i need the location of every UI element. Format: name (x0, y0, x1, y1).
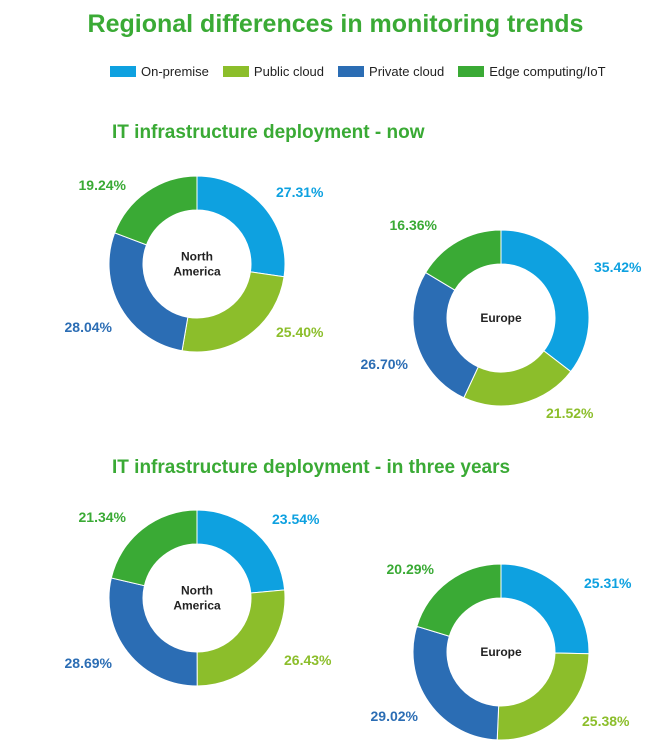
slice-north-america-private-cloud (108, 577, 198, 687)
center-label-north-america: America (173, 265, 221, 279)
data-label-north-america-edge-computing-iot: 21.34% (79, 509, 127, 525)
slice-north-america-public-cloud (181, 271, 285, 353)
chart-title: Regional differences in monitoring trend… (87, 10, 584, 38)
data-label-europe-edge-computing-iot: 20.29% (387, 561, 435, 577)
slice-north-america-private-cloud (108, 232, 189, 352)
slice-europe-on-premise (500, 563, 590, 655)
data-label-europe-on-premise: 35.42% (594, 259, 642, 275)
slice-europe-edge-computing-iot (424, 229, 502, 291)
legend-label-on-premise: On-premise (141, 63, 209, 79)
center-label-europe: Europe (480, 645, 522, 659)
donut-europe-now: 35.42% 21.52% 26.70% 16.36% Europe (361, 217, 643, 421)
data-label-europe-on-premise: 25.31% (584, 575, 632, 591)
slice-europe-edge-computing-iot (416, 563, 502, 637)
data-label-north-america-on-premise: 27.31% (276, 184, 324, 200)
data-label-north-america-public-cloud: 26.43% (284, 652, 332, 668)
slice-north-america-edge-computing-iot (114, 175, 198, 246)
slice-europe-private-cloud (412, 271, 479, 399)
legend-label-edge-computing: Edge computing/IoT (489, 63, 606, 79)
data-label-north-america-private-cloud: 28.69% (65, 655, 113, 671)
center-label-north-america: North (181, 250, 213, 264)
legend-item-on-premise: On-premise (110, 64, 209, 79)
slice-europe-public-cloud (496, 652, 590, 741)
data-label-north-america-on-premise: 23.54% (272, 511, 320, 527)
center-label-europe: Europe (480, 311, 522, 325)
data-label-north-america-public-cloud: 25.40% (276, 324, 324, 340)
slice-europe-on-premise (500, 229, 590, 373)
legend-swatch-private-cloud (338, 65, 365, 77)
center-label-north-america: North (181, 584, 213, 598)
section-title-now: IT infrastructure deployment - now (112, 122, 425, 143)
donut-europe-three-years: 25.31% 25.38% 29.02% 20.29% Europe (371, 561, 632, 741)
data-label-europe-edge-computing-iot: 16.36% (390, 217, 438, 233)
slice-europe-public-cloud (463, 350, 572, 407)
legend: On-premise Public cloud Private cloud Ed… (110, 63, 620, 79)
slice-north-america-edge-computing-iot (110, 509, 198, 587)
data-label-europe-public-cloud: 21.52% (546, 405, 594, 421)
legend-swatch-edge-computing (458, 65, 485, 77)
legend-item-private-cloud: Private cloud (338, 64, 444, 79)
legend-swatch-public-cloud (222, 65, 249, 77)
legend-label-private-cloud: Private cloud (369, 63, 445, 79)
center-label-north-america: America (173, 599, 221, 613)
data-label-north-america-edge-computing-iot: 19.24% (79, 177, 127, 193)
slice-europe-private-cloud (412, 625, 500, 741)
legend-item-public-cloud: Public cloud (222, 63, 325, 79)
legend-label-public-cloud: Public cloud (253, 63, 325, 79)
data-label-europe-private-cloud: 26.70% (361, 356, 409, 372)
section-title-three-years: IT infrastructure deployment - in three … (112, 457, 511, 478)
data-label-north-america-private-cloud: 28.04% (65, 319, 113, 335)
legend-item-edge-computing: Edge computing/IoT (458, 63, 606, 79)
legend-swatch-on-premise (110, 65, 136, 77)
data-label-europe-private-cloud: 29.02% (371, 708, 419, 724)
data-label-europe-public-cloud: 25.38% (582, 713, 630, 729)
